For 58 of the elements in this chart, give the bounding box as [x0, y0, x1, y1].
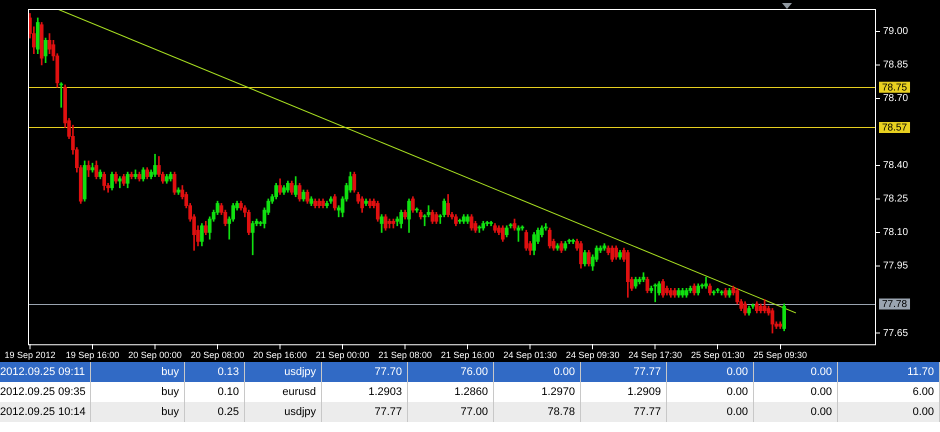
x-tick-label: 24 Sep 09:30	[566, 350, 620, 360]
text: 76.00	[408, 362, 494, 382]
ref-line-label: 78.57	[882, 122, 908, 134]
y-tick-label: 78.70	[883, 93, 908, 104]
text: 0.00	[667, 382, 754, 402]
text: 6.00	[838, 382, 940, 402]
text: 77.00	[408, 402, 494, 422]
text: 0.00	[838, 402, 940, 422]
text: 0.00	[667, 362, 754, 382]
y-tick-label: 78.40	[883, 160, 908, 172]
text: 0.10	[185, 382, 245, 402]
y-tick-label: 77.65	[883, 328, 908, 339]
text: 0.00	[754, 382, 838, 402]
text: 77.77	[581, 402, 667, 422]
x-tick-label: 25 Sep 01:30	[690, 350, 745, 360]
text: 78.78	[494, 402, 581, 422]
text: eurusd	[245, 382, 322, 402]
x-tick-label: 21 Sep 16:00	[440, 350, 494, 360]
text: 0.13	[185, 362, 245, 382]
text: 0.00	[667, 402, 754, 422]
text: 0.00	[494, 362, 581, 382]
text: 0.00	[754, 402, 838, 422]
text: buy	[91, 362, 185, 382]
x-tick-label: 20 Sep 00:00	[128, 350, 182, 360]
text: 1.2909	[581, 382, 667, 402]
y-tick-label: 78.10	[883, 227, 908, 238]
text: 77.77	[581, 362, 667, 382]
candlestick	[516, 225, 520, 242]
text: 2012.09.25 10:14	[0, 402, 91, 422]
text: buy	[91, 402, 185, 422]
y-tick-label: 78.85	[883, 60, 908, 71]
text: 0.25	[185, 402, 245, 422]
text: 77.77	[322, 402, 408, 422]
y-tick-label: 79.00	[883, 26, 908, 38]
y-tick-label: 77.95	[883, 260, 908, 272]
text: buy	[91, 382, 185, 402]
text: 1.2903	[322, 382, 408, 402]
x-tick-label: 21 Sep 08:00	[378, 350, 432, 360]
x-tick-label: 19 Sep 16:00	[66, 350, 120, 360]
x-tick-label: 24 Sep 01:30	[503, 350, 557, 360]
text: 1.2860	[408, 382, 494, 402]
text: 2012.09.25 09:35	[0, 382, 91, 402]
y-tick-label: 78.25	[883, 194, 908, 205]
text: 2012.09.25 09:11	[0, 362, 91, 382]
x-tick-label: 24 Sep 17:30	[628, 350, 682, 360]
x-tick-label: 20 Sep 08:00	[190, 350, 244, 360]
text: 77.70	[322, 362, 408, 382]
x-tick-label: 21 Sep 00:00	[316, 350, 370, 360]
text: 0.00	[754, 362, 838, 382]
x-tick-label: 20 Sep 16:00	[253, 350, 307, 360]
ref-line-label: 77.78	[882, 299, 908, 310]
text: usdjpy	[245, 402, 322, 422]
text: 11.70	[838, 362, 940, 382]
ref-line-label: 78.75	[882, 82, 908, 94]
x-tick-label: 25 Sep 09:30	[753, 350, 808, 360]
text: usdjpy	[245, 362, 322, 382]
text: 1.2970	[494, 382, 581, 402]
x-tick-label: 19 Sep 2012	[4, 350, 56, 360]
